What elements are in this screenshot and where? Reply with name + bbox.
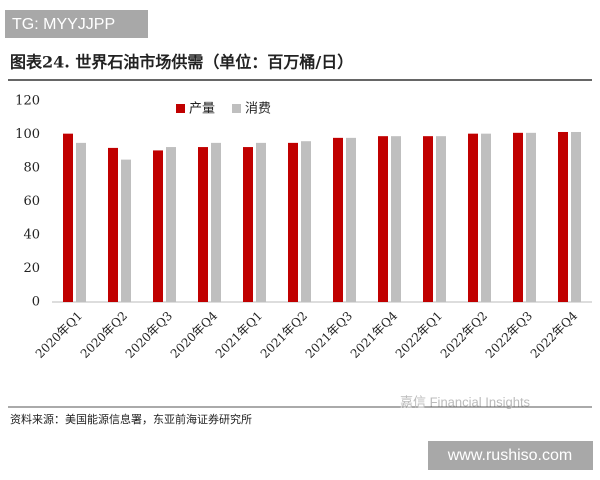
x-tick-label: 2022年Q4: [528, 308, 581, 361]
x-tick-label: 2020年Q4: [168, 308, 221, 361]
watermark-logo: 嘉信 Financial Insights: [400, 394, 531, 409]
bar: [108, 147, 118, 302]
y-tick-label: 0: [32, 295, 40, 310]
bar: [481, 133, 491, 302]
x-tick-label: 2021年Q4: [348, 308, 401, 361]
bar: [256, 142, 266, 302]
bar: [436, 136, 446, 302]
x-tick-label: 2020年Q1: [33, 309, 85, 361]
y-tick-label: 100: [15, 127, 40, 142]
y-tick-label: 40: [23, 228, 40, 243]
x-tick-label: 2021年Q2: [258, 309, 310, 361]
bar: [243, 147, 253, 302]
bar: [333, 137, 343, 302]
bar: [571, 131, 581, 302]
bar: [198, 147, 208, 302]
x-tick-label: 2022年Q1: [393, 309, 445, 361]
bar: [378, 136, 388, 302]
legend-label: 产量: [189, 102, 215, 117]
bar: [153, 150, 163, 302]
x-tick-label: 2021年Q1: [213, 309, 265, 361]
bar: [423, 136, 433, 302]
site-box: [428, 441, 593, 470]
watermark-text: TG: MYYJJPP: [12, 16, 115, 33]
bar: [526, 132, 536, 302]
x-tick-label: 2021年Q3: [303, 309, 355, 361]
y-tick-label: 120: [15, 94, 40, 109]
bar: [558, 131, 568, 302]
bar: [513, 132, 523, 302]
x-tick-label: 2022年Q2: [438, 309, 490, 361]
watermark-box: [5, 10, 148, 38]
site-text: www.rushiso.com: [447, 447, 572, 464]
x-tick-label: 2020年Q3: [123, 309, 175, 361]
chart-title: 图表24. 世界石油市场供需（单位：百万桶/日）: [10, 53, 353, 72]
legend-swatch: [176, 104, 185, 113]
bar: [301, 141, 311, 302]
bar: [76, 142, 86, 302]
bar: [468, 133, 478, 302]
legend-label: 消费: [245, 102, 271, 117]
source: 资料来源：美国能源信息署，东亚前海证券研究所: [10, 412, 252, 426]
y-tick-label: 60: [23, 194, 40, 209]
bar: [288, 142, 298, 302]
bar: [166, 147, 176, 302]
bar: [211, 142, 221, 302]
bar: [121, 159, 131, 302]
bar: [346, 137, 356, 302]
bar: [391, 136, 401, 302]
x-tick-label: 2020年Q2: [78, 309, 130, 361]
legend-swatch: [232, 104, 241, 113]
y-tick-label: 20: [23, 261, 40, 276]
y-tick-label: 80: [23, 161, 40, 176]
bar: [63, 133, 73, 302]
x-tick-label: 2022年Q3: [483, 309, 535, 361]
